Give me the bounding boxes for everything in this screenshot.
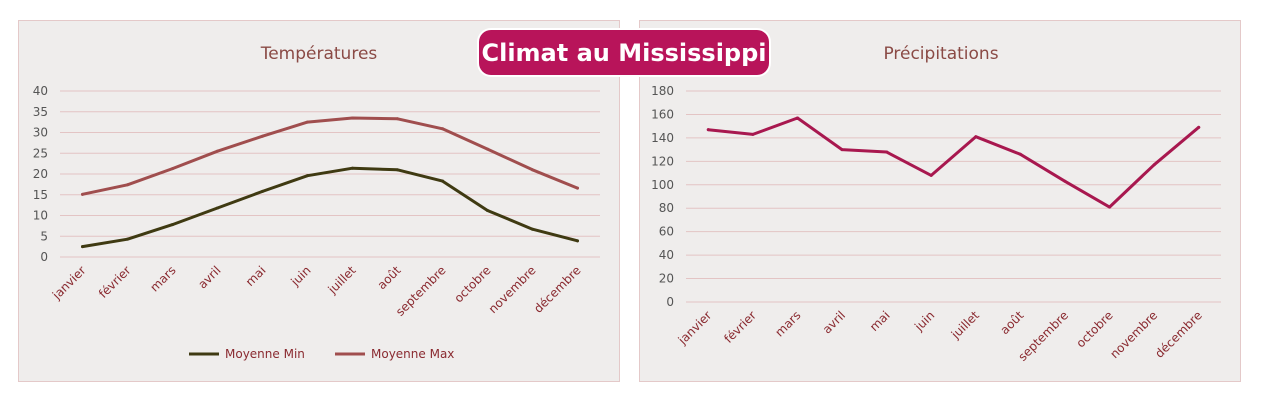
y-tick-label: 40 xyxy=(33,84,48,98)
x-tick-label: mars xyxy=(147,263,178,294)
chart-title: Températures xyxy=(260,44,378,64)
data-point xyxy=(216,149,219,153)
y-tick-label: 0 xyxy=(666,295,674,309)
y-tick-label: 40 xyxy=(659,248,674,262)
temperature-chart-panel: Températures 0 5 10 15 20 25 30 35 40 janvier févri… xyxy=(18,20,620,382)
data-point xyxy=(840,148,844,152)
data-point xyxy=(306,174,309,178)
y-tick-label: 20 xyxy=(659,272,674,286)
data-point xyxy=(751,132,755,136)
x-tick-label: avril xyxy=(820,308,848,336)
legend-label: Moyenne Min xyxy=(225,347,305,361)
data-point xyxy=(81,192,84,196)
series-line xyxy=(81,166,579,249)
x-tick-label: mars xyxy=(772,308,803,339)
y-tick-label: 15 xyxy=(33,188,48,202)
x-tick-label: août xyxy=(375,263,404,292)
data-point xyxy=(576,239,579,243)
x-tick-label: octobre xyxy=(1073,308,1115,350)
y-tick-label: 30 xyxy=(33,126,48,140)
x-tick-label: février xyxy=(721,308,759,346)
y-tick-label: 80 xyxy=(659,201,674,215)
data-point xyxy=(974,135,978,139)
x-tick-label: juin xyxy=(288,263,314,289)
data-point xyxy=(1197,125,1201,129)
data-point xyxy=(885,150,889,154)
data-point xyxy=(795,116,799,120)
y-tick-label: 140 xyxy=(651,131,674,145)
y-tick-label: 60 xyxy=(659,225,674,239)
y-tick-label: 20 xyxy=(33,167,48,181)
data-point xyxy=(351,166,354,170)
data-point xyxy=(531,227,534,231)
precipitation-chart: Précipitations 0 20 40 60 80 100 120 140 160 180 ja… xyxy=(651,44,1221,364)
data-point xyxy=(706,128,710,132)
y-tick-label: 120 xyxy=(651,154,674,168)
x-tick-label: août xyxy=(997,308,1026,337)
x-tick-label: novembre xyxy=(486,263,539,316)
data-point xyxy=(261,134,264,138)
data-point xyxy=(441,127,444,131)
x-tick-label: octobre xyxy=(451,263,493,305)
data-point xyxy=(81,245,84,249)
y-tick-label: 35 xyxy=(33,105,48,119)
data-point xyxy=(126,183,129,187)
data-point xyxy=(171,223,174,227)
y-tick-label: 160 xyxy=(651,107,674,121)
precipitation-chart-panel: Précipitations 0 20 40 60 80 100 120 140 160 180 ja… xyxy=(639,20,1241,382)
x-tick-label: décembre xyxy=(531,263,584,316)
data-point xyxy=(1018,152,1022,156)
chart-title: Précipitations xyxy=(883,44,998,64)
page-title: Climat au Mississippi xyxy=(479,30,769,75)
data-point xyxy=(306,120,309,124)
x-tick-label: mai xyxy=(243,263,269,289)
y-tick-label: 10 xyxy=(33,209,48,223)
data-point xyxy=(126,237,129,241)
x-tick-label: juin xyxy=(911,308,937,334)
x-tick-label: juillet xyxy=(948,308,982,342)
data-point xyxy=(1108,205,1112,209)
series-line xyxy=(81,116,579,196)
data-point xyxy=(171,167,174,171)
x-tick-label: mai xyxy=(867,308,893,334)
data-point xyxy=(1152,163,1156,167)
y-tick-label: 5 xyxy=(40,229,48,243)
x-tick-label: juillet xyxy=(325,263,359,297)
data-point xyxy=(396,117,399,121)
y-tick-label: 180 xyxy=(651,84,674,98)
x-tick-label: janvier xyxy=(49,263,89,303)
y-tick-label: 25 xyxy=(33,146,48,160)
data-point xyxy=(486,147,489,151)
data-point xyxy=(929,173,933,177)
data-point xyxy=(576,186,579,190)
data-point xyxy=(531,168,534,172)
y-tick-label: 100 xyxy=(651,178,674,192)
data-point xyxy=(1063,179,1067,183)
data-point xyxy=(261,189,264,193)
y-tick-label: 0 xyxy=(40,250,48,264)
data-point xyxy=(486,209,489,213)
x-tick-label: avril xyxy=(195,263,223,291)
x-tick-label: novembre xyxy=(1107,308,1160,361)
legend-label: Moyenne Max xyxy=(371,347,454,361)
data-point xyxy=(441,179,444,183)
data-point xyxy=(396,168,399,172)
data-point xyxy=(351,116,354,120)
temperature-chart: Températures 0 5 10 15 20 25 30 35 40 janvier févri… xyxy=(33,44,600,361)
x-tick-label: décembre xyxy=(1152,308,1205,361)
x-tick-label: février xyxy=(96,263,134,301)
data-point xyxy=(216,206,219,210)
series-line xyxy=(706,116,1201,209)
x-tick-label: janvier xyxy=(675,308,715,348)
